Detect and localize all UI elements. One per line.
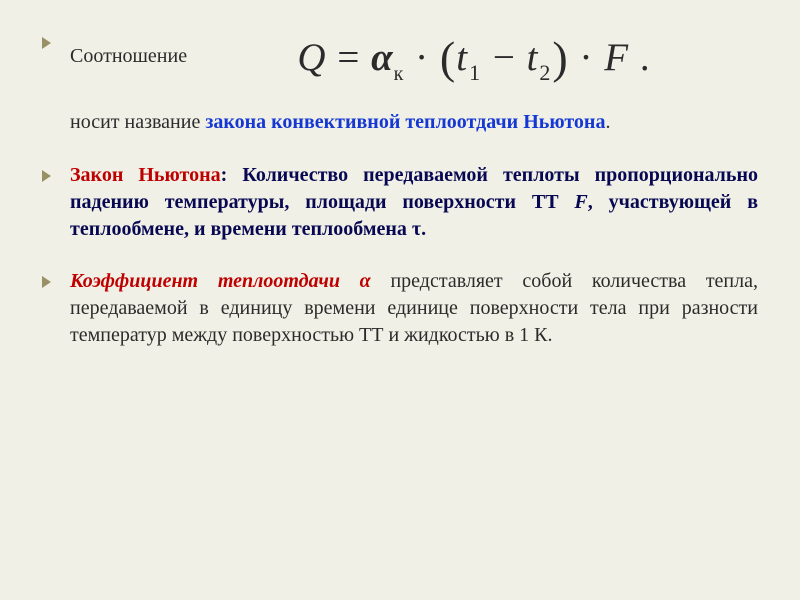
p1-blue: закона конвективной теплоотдачи Ньютона — [205, 111, 605, 133]
top-row: Соотношение Q = αк · (t1 − t2) · F . — [42, 28, 758, 81]
bullet — [42, 28, 70, 54]
paragraph-definition: носит название закона конвективной тепло… — [70, 109, 758, 136]
p3-red: Коэффициент теплоотдачи α — [70, 270, 371, 292]
formula-eq: = — [327, 36, 372, 79]
formula-lparen: ( — [440, 32, 456, 83]
formula-alpha: α — [371, 36, 394, 79]
lead-word: Соотношение — [70, 41, 190, 68]
formula-period: . — [629, 36, 651, 79]
chevron-icon — [42, 37, 51, 49]
p1-post: . — [605, 111, 610, 133]
p2-colon: : — [221, 164, 243, 186]
law-text: Закон Ньютона: Количество передаваемой т… — [70, 162, 758, 244]
paragraph-coeff: Коэффициент теплоотдачи α представляет с… — [42, 268, 758, 350]
p2-F: F — [574, 191, 587, 213]
formula: Q = αк · (t1 − t2) · F . — [190, 28, 758, 81]
p2-red: Закон Ньютона — [70, 164, 221, 186]
formula-rparen: ) — [552, 32, 568, 83]
formula-minus: − — [482, 36, 527, 79]
formula-t1: t — [456, 36, 468, 79]
p1-pre: носит название — [70, 111, 205, 133]
formula-t2: t — [527, 36, 539, 79]
chevron-icon — [42, 276, 51, 288]
coeff-text: Коэффициент теплоотдачи α представляет с… — [70, 268, 758, 350]
formula-dot1: · — [404, 36, 440, 79]
paragraph-law: Закон Ньютона: Количество передаваемой т… — [42, 162, 758, 244]
formula-alpha-sub: к — [394, 63, 405, 85]
bullet — [42, 162, 70, 187]
formula-t2-sub: 2 — [538, 60, 552, 85]
formula-t1-sub: 1 — [468, 60, 482, 85]
chevron-icon — [42, 170, 51, 182]
formula-F: F — [604, 36, 629, 79]
formula-Q: Q — [297, 36, 326, 79]
formula-dot2: · — [569, 36, 605, 79]
bullet — [42, 268, 70, 293]
